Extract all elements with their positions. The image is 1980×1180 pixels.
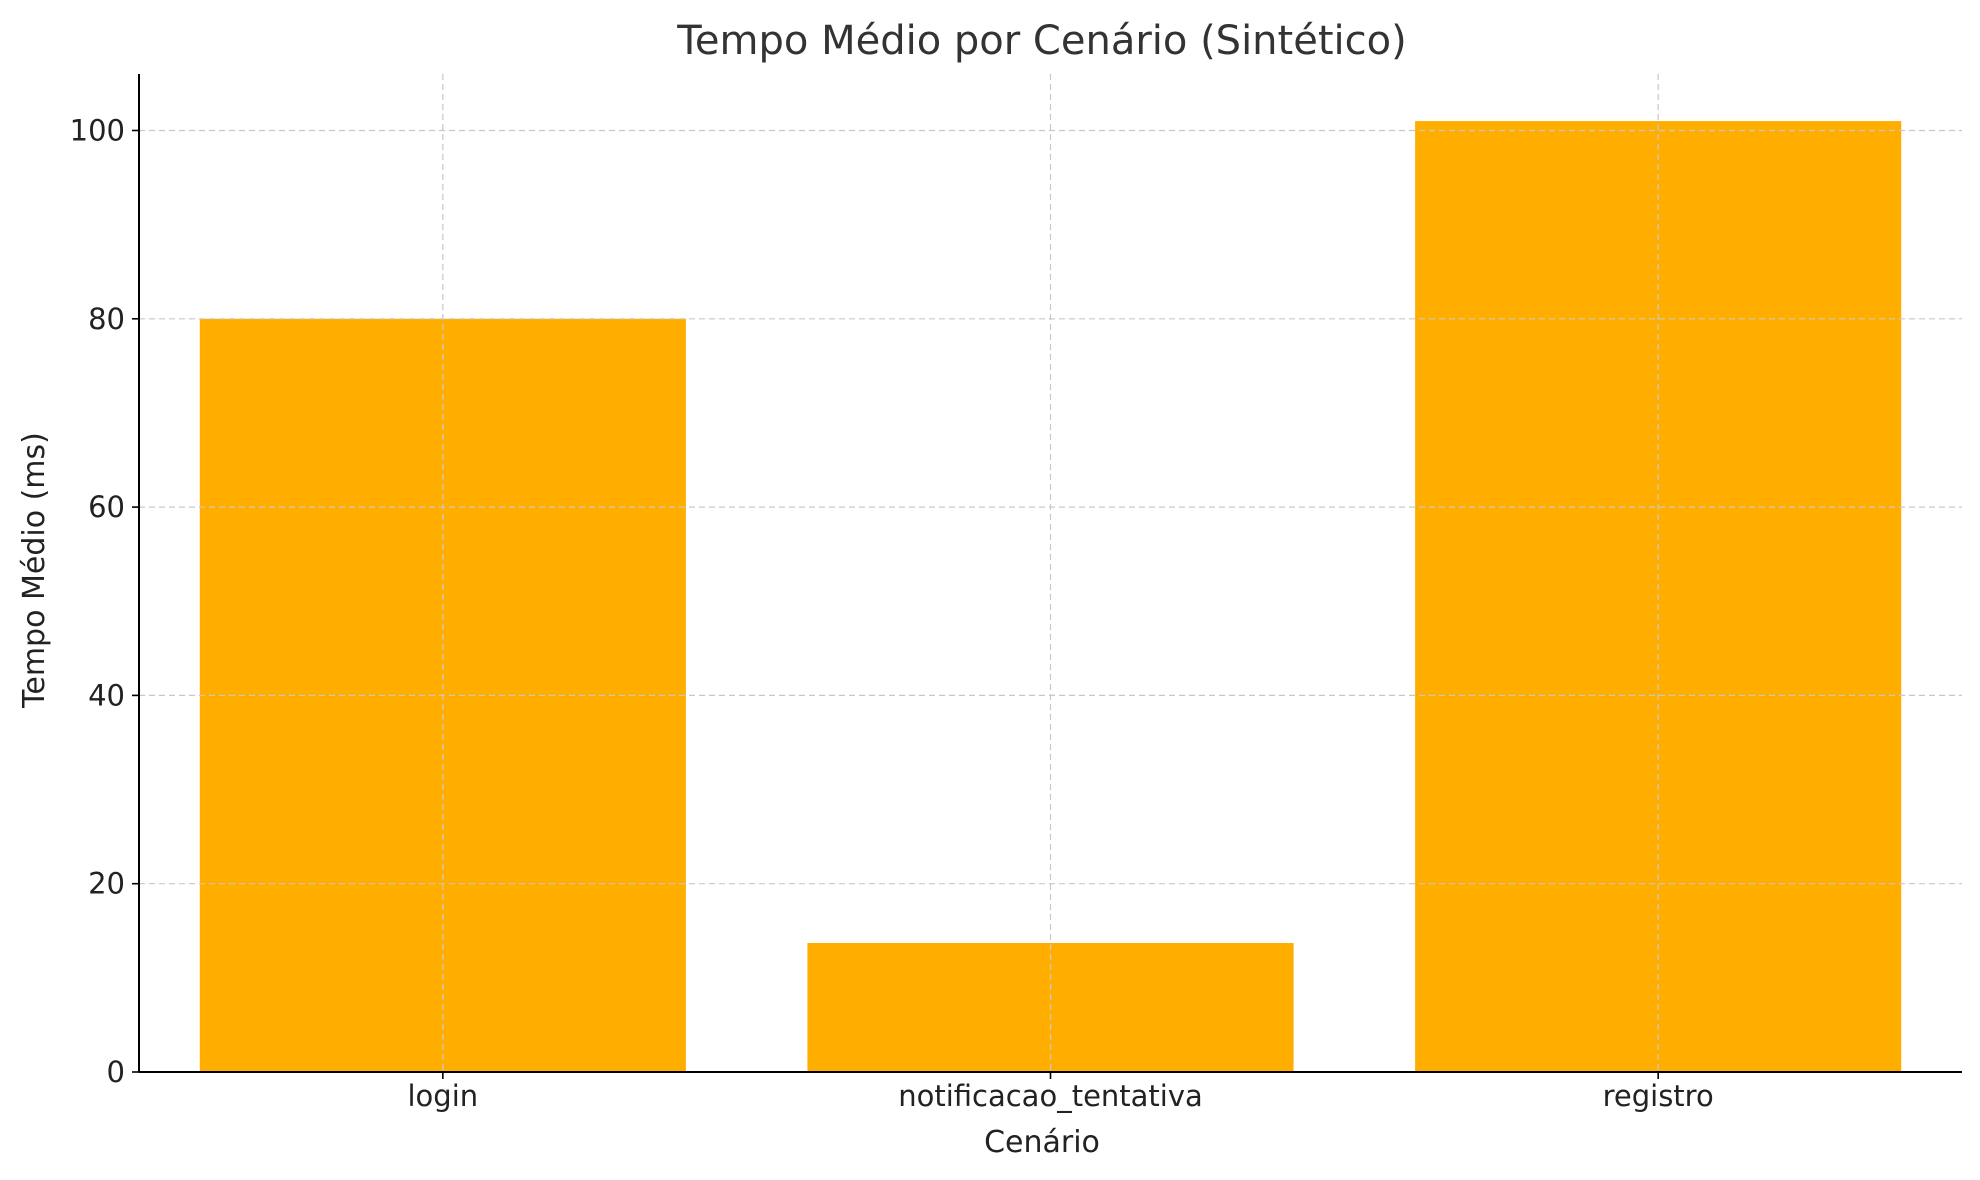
y-tick-label: 60	[88, 490, 125, 524]
y-tick-label: 20	[88, 867, 125, 901]
x-tick-label: login	[408, 1079, 479, 1113]
ticks-layer: 0 20 40 60 80 100 login notificacao_tentativa re…	[70, 113, 1714, 1113]
y-tick-label: 80	[88, 302, 125, 336]
y-tick-label: 0	[107, 1055, 125, 1089]
y-tick-label: 40	[88, 678, 125, 712]
y-axis-label: Tempo Médio (ms)	[17, 432, 52, 709]
chart-title: Tempo Médio por Cenário (Sintético)	[676, 18, 1406, 64]
x-tick-label: notificacao_tentativa	[898, 1079, 1203, 1113]
x-tick-label: registro	[1603, 1079, 1714, 1113]
grid-layer	[139, 74, 1962, 1072]
y-tick-label: 100	[70, 113, 125, 147]
x-axis-label: Cenário	[984, 1125, 1100, 1160]
